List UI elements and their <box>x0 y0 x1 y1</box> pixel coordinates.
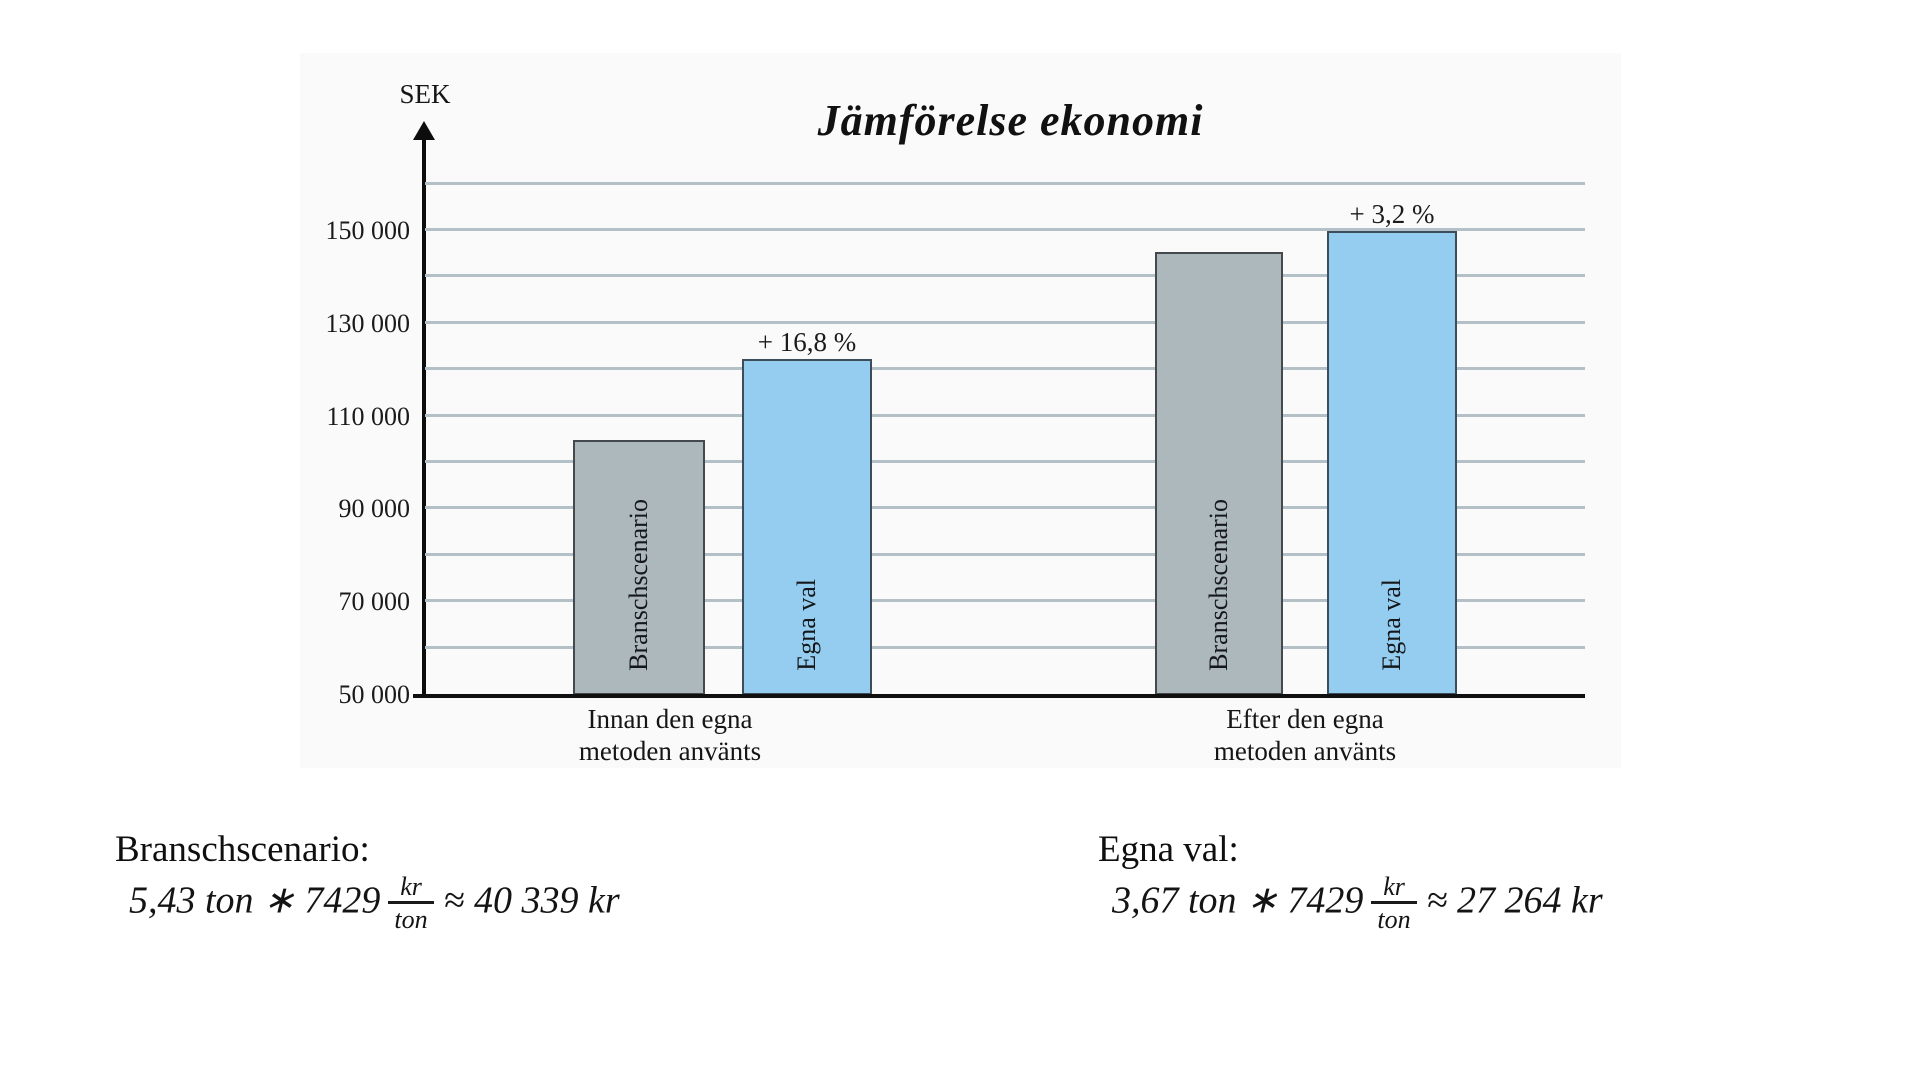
gridline <box>425 320 1585 324</box>
y-tick-label: 70 000 <box>338 587 411 617</box>
formula-branschscenario: Branschscenario: 5,43 ton ∗ 7429 kr ton ≈ 4… <box>115 828 620 934</box>
formula-expression: 3,67 ton ∗ 7429 kr ton ≈ 27 264 kr <box>1098 872 1603 934</box>
fraction-numerator: kr <box>400 872 422 901</box>
gridline <box>425 181 1585 185</box>
bar-annotation: + 3,2 % <box>1349 199 1435 229</box>
bar-annotation: + 16,8 % <box>757 326 857 357</box>
x-category-label-line: Efter den egna <box>1226 704 1384 734</box>
fraction-kr-per-ton: kr ton <box>1371 872 1417 934</box>
y-tick-label: 150 000 <box>325 216 411 245</box>
bar-label: Branschscenario <box>1204 499 1233 671</box>
y-axis-unit-label: SEK <box>399 79 451 109</box>
y-tick-label: 90 000 <box>338 494 411 524</box>
formula-rhs: ≈ 27 264 kr <box>1426 879 1603 922</box>
bar-egna-val-after: + 3,2 % Egna val <box>1327 199 1457 695</box>
x-category-label-before: Innan den egna metoden använts <box>470 703 870 767</box>
y-tick-label: 50 000 <box>338 680 411 709</box>
formula-lhs: 5,43 ton ∗ 7429 <box>129 879 381 922</box>
gridline <box>425 413 1585 417</box>
bar-label: Branschscenario <box>624 499 653 671</box>
y-tick-labels: 50 000 70 000 90 000 110 000 130 000 150 000 <box>300 185 411 708</box>
plot-area: Branschscenario + 16,8 % Egna val Bransc… <box>413 181 1585 698</box>
y-tick-label: 130 000 <box>325 308 411 338</box>
bar-label: Egna val <box>792 579 821 671</box>
gridline <box>425 552 1585 556</box>
bar-egna-val-before: + 16,8 % Egna val <box>742 327 872 695</box>
x-category-label-line: metoden använts <box>1213 736 1397 766</box>
formula-heading: Egna val: <box>1098 829 1239 870</box>
chart-panel: Jämförelse ekonomi SEK 50 000 70 000 90 00… <box>300 53 1621 768</box>
x-category-label-line: metoden använts <box>578 736 762 766</box>
gridline <box>425 460 1585 463</box>
fraction-numerator: kr <box>1383 872 1405 901</box>
y-axis-arrow-icon <box>413 121 435 140</box>
formula-heading: Branschscenario: <box>115 829 370 870</box>
gridline <box>425 367 1585 371</box>
fraction-kr-per-ton: kr ton <box>388 872 434 934</box>
bar-label: Egna val <box>1377 579 1406 671</box>
formula-lhs: 3,67 ton ∗ 7429 <box>1112 879 1364 922</box>
gridline <box>425 274 1585 278</box>
fraction-denominator: ton <box>388 901 434 934</box>
chart-title: Jämförelse ekonomi <box>817 96 1204 145</box>
formula-expression: 5,43 ton ∗ 7429 kr ton ≈ 40 339 kr <box>115 872 620 934</box>
x-axis-line <box>413 694 1585 698</box>
gridline <box>425 506 1585 510</box>
fraction-denominator: ton <box>1371 901 1417 934</box>
formula-egna-val: Egna val: 3,67 ton ∗ 7429 kr ton ≈ 27 264 k… <box>1098 828 1603 934</box>
y-tick-label: 110 000 <box>326 401 410 431</box>
x-category-label-after: Efter den egna metoden använts <box>1105 703 1505 767</box>
gridline <box>425 645 1585 649</box>
bar-branschscenario-before: Branschscenario <box>573 439 705 695</box>
gridline <box>425 599 1585 603</box>
gridline <box>425 228 1585 231</box>
y-axis-line <box>422 138 426 695</box>
x-category-label-line: Innan den egna <box>587 704 753 734</box>
bar-branschscenario-after: Branschscenario <box>1155 251 1283 695</box>
formula-rhs: ≈ 40 339 kr <box>443 879 620 922</box>
